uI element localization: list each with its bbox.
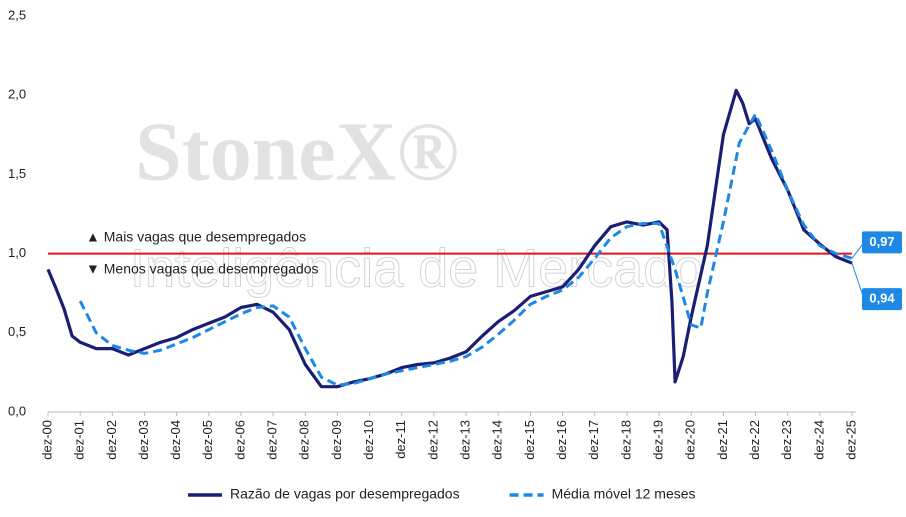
series-line — [78, 112, 853, 387]
annotation: ▲ Mais vagas que desempregados — [86, 229, 306, 245]
x-tick-label: dez-24 — [811, 420, 826, 460]
y-tick-label: 0,0 — [8, 403, 26, 418]
x-tick-label: dez-25 — [843, 420, 858, 460]
legend-label: Média móvel 12 meses — [552, 486, 696, 502]
annotation: ▼ Menos vagas que desempregados — [86, 261, 319, 277]
x-tick-label: dez-23 — [779, 420, 794, 460]
x-tick-label: dez-18 — [618, 420, 633, 460]
x-tick-label: dez-00 — [39, 420, 54, 460]
value-label-box — [862, 231, 902, 254]
x-tick-label: dez-22 — [747, 420, 762, 460]
watermark: Inteligência de Mercado — [130, 238, 703, 298]
x-tick-label: dez-17 — [586, 420, 601, 460]
x-tick-label: dez-05 — [200, 420, 215, 460]
y-tick-label: 2,5 — [8, 7, 26, 22]
x-tick-label: dez-01 — [72, 420, 87, 460]
value-label: 0,97 — [869, 234, 894, 249]
watermark: StoneX® — [135, 105, 459, 198]
x-tick-label: dez-10 — [361, 420, 376, 460]
value-label-box — [862, 288, 902, 311]
x-tick-label: dez-02 — [104, 420, 119, 460]
x-tick-label: dez-08 — [297, 420, 312, 460]
x-tick-label: dez-16 — [554, 420, 569, 460]
value-label: 0,94 — [869, 291, 895, 306]
x-tick-label: dez-07 — [265, 420, 280, 460]
x-tick-label: dez-20 — [683, 420, 698, 460]
x-tick-label: dez-19 — [650, 420, 665, 460]
x-tick-label: dez-14 — [490, 420, 505, 460]
x-tick-label: dez-15 — [522, 420, 537, 460]
legend-label: Razão de vagas por desempregados — [230, 486, 460, 502]
x-tick-label: dez-11 — [393, 420, 408, 459]
x-tick-label: dez-04 — [168, 420, 183, 460]
y-tick-label: 1,0 — [8, 245, 26, 260]
y-tick-label: 1,5 — [8, 166, 26, 181]
y-tick-label: 0,5 — [8, 324, 26, 339]
x-tick-label: dez-06 — [232, 420, 247, 460]
y-tick-label: 2,0 — [8, 87, 26, 102]
x-tick-label: dez-03 — [136, 420, 151, 460]
x-tick-label: dez-12 — [425, 420, 440, 460]
x-tick-label: dez-13 — [458, 420, 473, 460]
x-tick-label: dez-21 — [715, 420, 730, 460]
series-line — [46, 88, 853, 389]
x-tick-label: dez-09 — [329, 420, 344, 460]
